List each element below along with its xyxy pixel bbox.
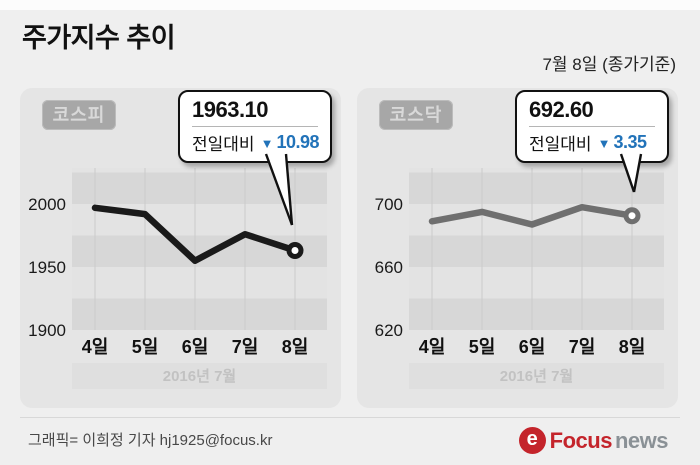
down-triangle-icon: ▼ (260, 135, 274, 151)
y-tick-label: 620 (375, 321, 403, 340)
stripe-band (72, 298, 327, 330)
compare-label: 전일대비 (529, 135, 592, 154)
focus-news-logo: e Focus news (518, 427, 669, 454)
x-tick-label: 6일 (519, 337, 546, 357)
x-tick-label: 4일 (82, 337, 109, 357)
last-point-marker (286, 242, 304, 259)
last-point-marker (623, 207, 641, 225)
x-tick-label: 7일 (232, 337, 259, 357)
stripe-band (72, 172, 327, 204)
logo-text-news: news (614, 427, 669, 453)
kospi-change-row: 전일대비 ▼ 10.98 (192, 130, 319, 155)
stripe-band (409, 235, 664, 267)
compare-label: 전일대비 (192, 135, 255, 154)
kosdaq-badge: 코스닥 (379, 100, 453, 130)
kospi-change-value: 10.98 (276, 132, 319, 152)
plot-background (409, 168, 664, 330)
kosdaq-close-value: 692.60 (529, 97, 594, 122)
x-tick-label: 8일 (282, 337, 309, 357)
stripe-band (409, 172, 664, 204)
callout-tail-edge (264, 153, 294, 226)
kosdaq-panel: 2016년 7월 700 660 620 4일 5일 6일 7일 8일 코스닥 692.60 전… (357, 88, 678, 408)
kosdaq-change-value: 3.35 (613, 132, 647, 152)
month-band (409, 363, 664, 389)
x-tick-label: 4일 (419, 337, 446, 357)
stripe-band (72, 235, 327, 267)
x-tick-label: 5일 (469, 337, 496, 357)
kosdaq-callout: 692.60 전일대비 ▼ 3.35 (515, 90, 669, 163)
y-tick-label: 660 (375, 258, 403, 277)
month-label: 2016년 7월 (163, 368, 236, 385)
down-triangle-icon: ▼ (597, 135, 611, 151)
stripe-band (409, 298, 664, 330)
month-label: 2016년 7월 (500, 368, 573, 385)
date-note: 7월 8일 (종가기준) (542, 55, 676, 74)
plot-background (72, 168, 327, 330)
callout-divider (192, 126, 318, 127)
y-tick-label: 1950 (28, 258, 66, 277)
y-tick-label: 700 (375, 195, 403, 214)
kospi-callout: 1963.10 전일대비 ▼ 10.98 (178, 90, 332, 163)
callout-tail-edge (284, 153, 294, 226)
kosdaq-change-row: 전일대비 ▼ 3.35 (529, 130, 655, 155)
x-tick-label: 7일 (569, 337, 596, 357)
page-title: 주가지수 추이 (22, 23, 176, 53)
y-tick-label: 2000 (28, 195, 66, 214)
callout-divider (529, 126, 655, 127)
kospi-close-value: 1963.10 (192, 97, 269, 122)
kospi-panel: 2016년 7월 2000 1950 1900 4일 5일 6일 7일 8일 코스피 1963.… (20, 88, 341, 408)
month-band (72, 363, 327, 389)
y-tick-label: 1900 (28, 321, 66, 340)
footer-divider (20, 417, 680, 418)
credit-line: 그래픽= 이희정 기자 hj1925@focus.kr (28, 432, 273, 449)
logo-text-focus: Focus (549, 427, 613, 453)
x-tick-label: 8일 (619, 337, 646, 357)
x-tick-label: 5일 (132, 337, 159, 357)
focus-news-logo-icon: e (518, 427, 546, 454)
top-strip (0, 0, 700, 10)
코스피-series-line (91, 204, 299, 264)
x-tick-label: 6일 (182, 337, 209, 357)
kospi-badge: 코스피 (42, 100, 116, 130)
코스닥-series-line (428, 203, 636, 228)
